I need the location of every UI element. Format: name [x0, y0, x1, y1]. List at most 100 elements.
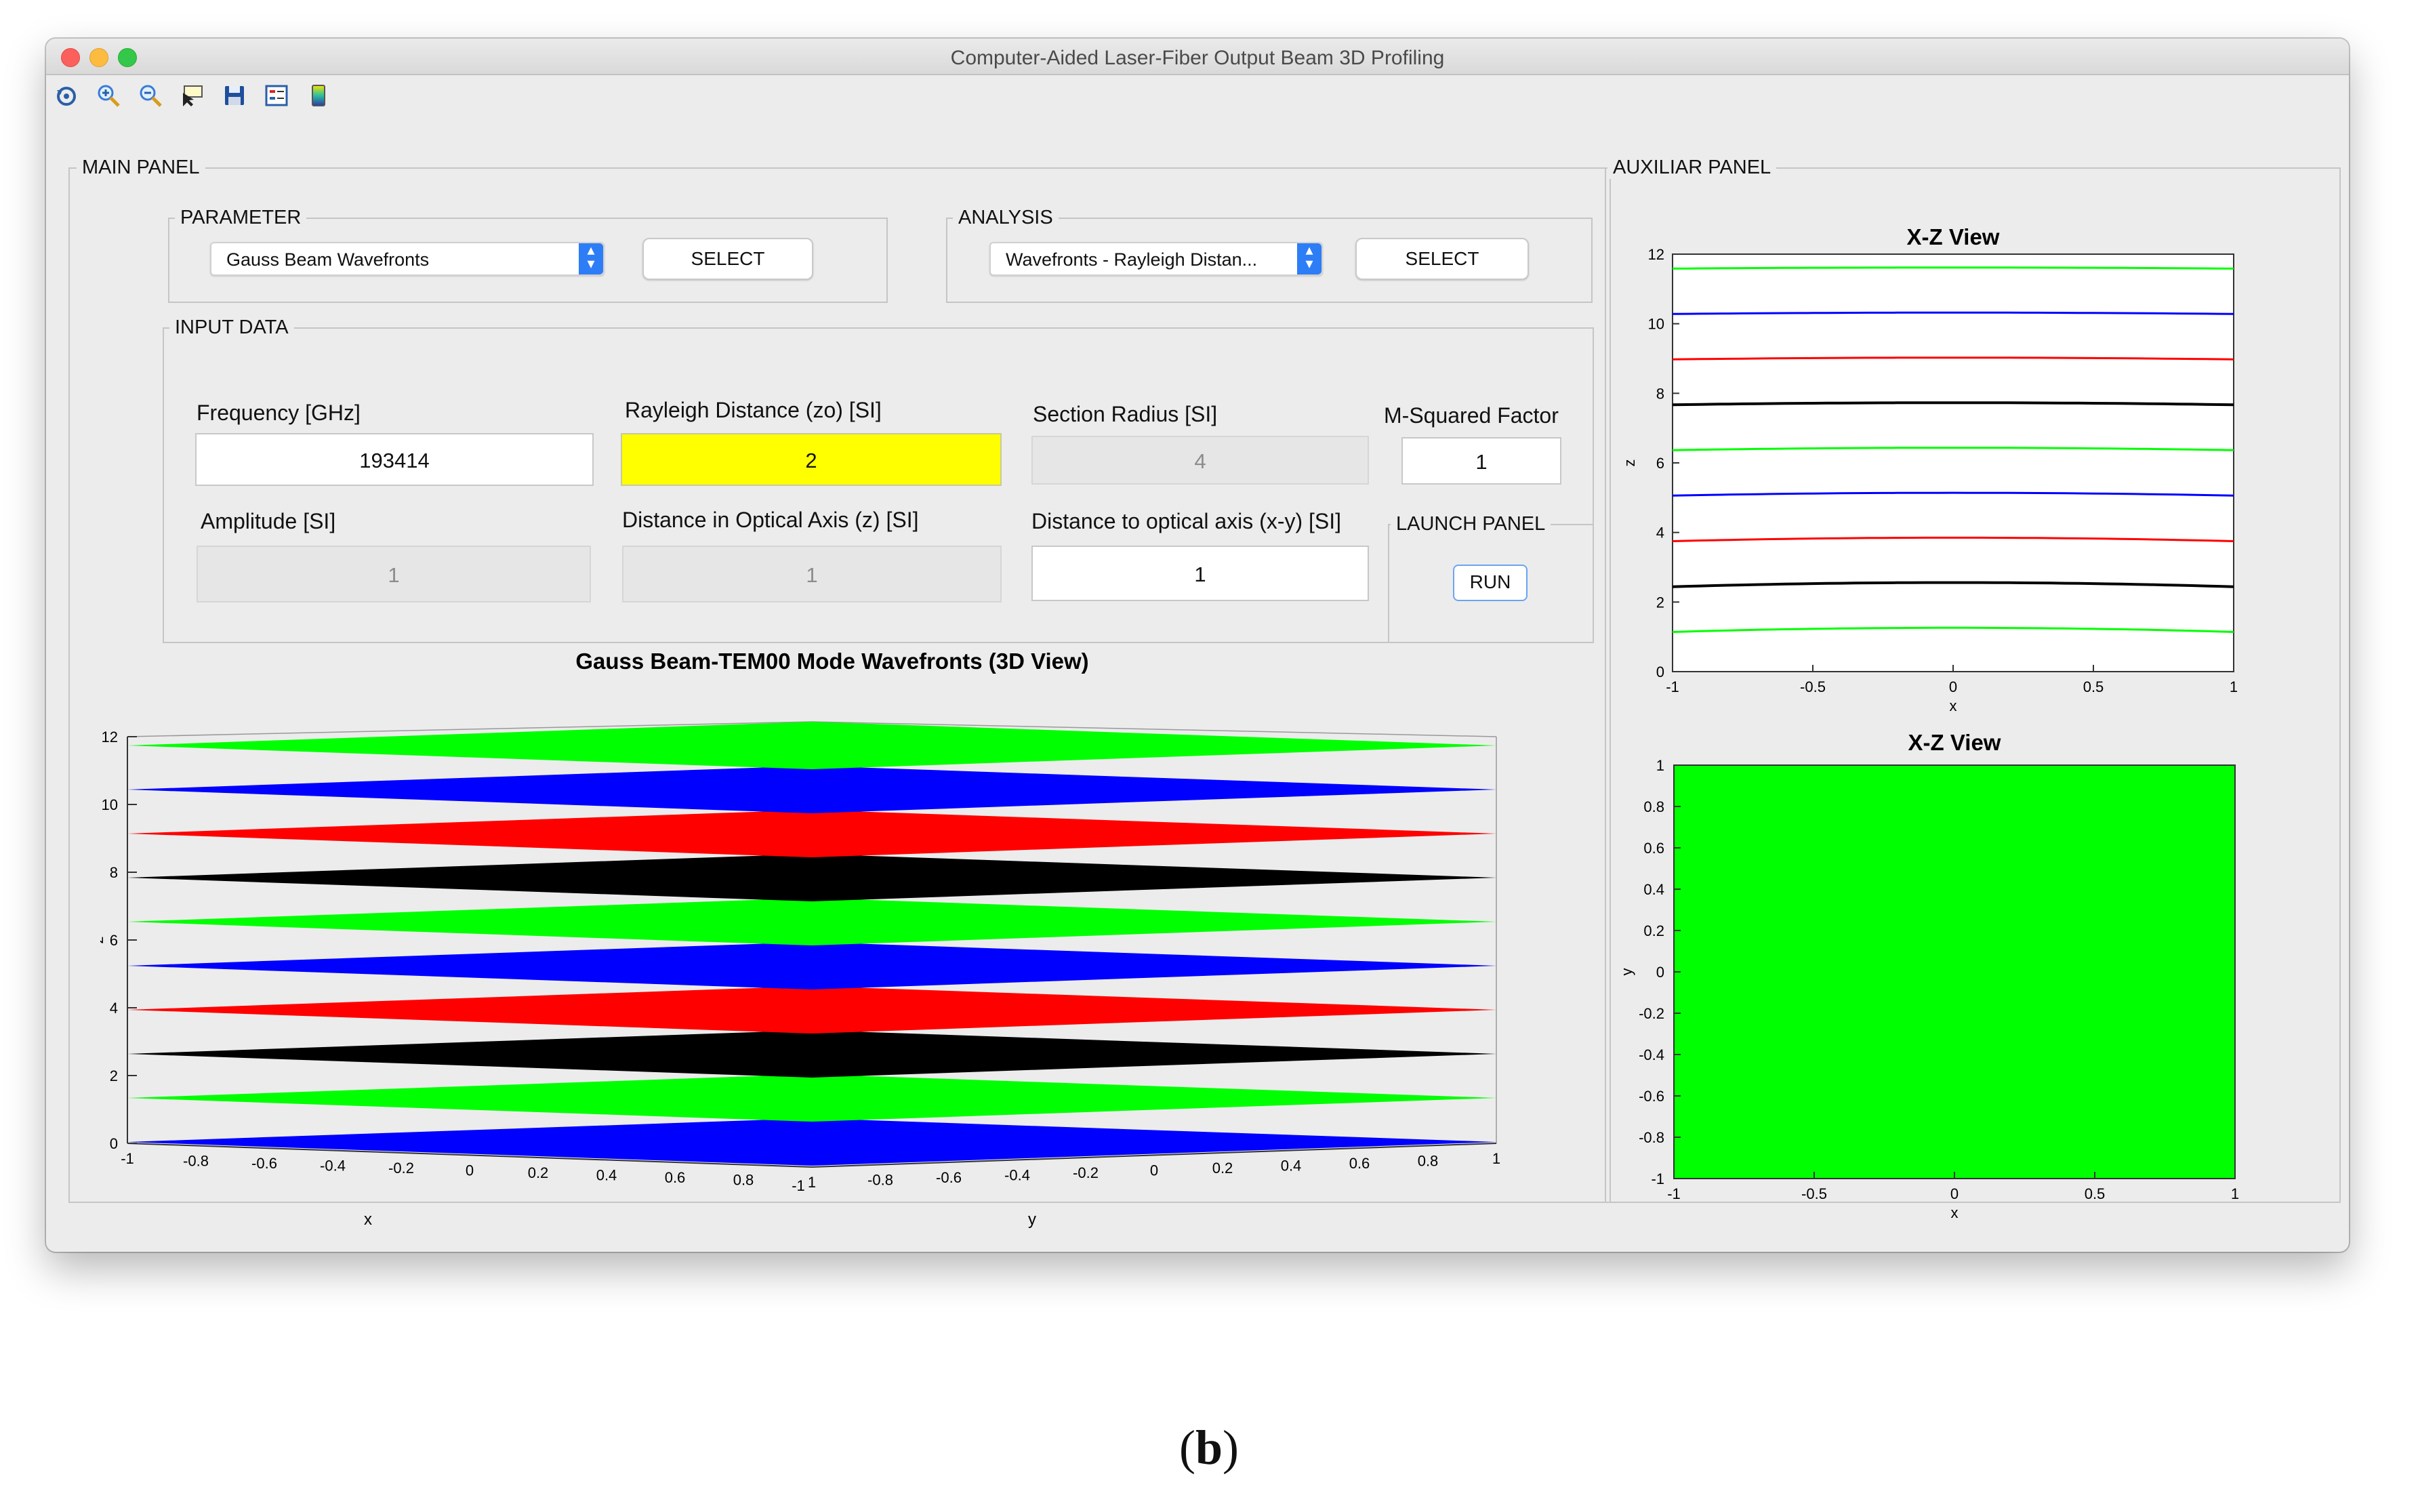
- analysis-dropdown[interactable]: Wavefronts - Rayleigh Distan... ▴ ▾: [989, 242, 1323, 276]
- wavefront-surface-1: [127, 1074, 1496, 1122]
- y-tick-label-6: 0.2: [1212, 1160, 1233, 1177]
- parameter-selected: Gauss Beam Wavefronts: [226, 249, 430, 270]
- legend-icon[interactable]: [264, 83, 289, 108]
- xy-y-tick-label-2: 0.6: [1643, 840, 1664, 857]
- colorbar-icon[interactable]: [306, 83, 331, 108]
- xz-y-tick-label-2: 4: [1656, 525, 1664, 542]
- xz-view-map-chart[interactable]: X-Z View 1 0.8 0.6 0.4 0.2 0 -0.2 -0.4 -0.6 -0.8 -1…: [1618, 689, 2337, 1231]
- xy-x-tick-label-1: -0.5: [1801, 1185, 1827, 1202]
- xy-y-tick-label-1: 0.8: [1643, 798, 1664, 815]
- wavefront-surface-0: [127, 1118, 1496, 1166]
- wavefront-surface-6: [127, 854, 1496, 901]
- xz-y-axis-label: z: [1621, 459, 1638, 467]
- xy-y-tick-label-7: -0.4: [1639, 1046, 1664, 1063]
- xz-series-line-1: [1672, 581, 2234, 588]
- zoom-out-icon[interactable]: [138, 83, 163, 108]
- analysis-select-button[interactable]: SELECT: [1355, 238, 1529, 280]
- m-squared-field[interactable]: 1: [1401, 437, 1561, 485]
- distance-z-label: Distance in Optical Axis (z) [SI]: [622, 508, 919, 532]
- y-tick-label-2: -0.6: [936, 1169, 962, 1186]
- xz-series-line-0: [1672, 626, 2234, 633]
- minimize-button[interactable]: [89, 48, 108, 67]
- z-tick-label-0: 0: [110, 1135, 118, 1152]
- x-axis-label: x: [364, 1210, 372, 1229]
- close-button[interactable]: [61, 48, 80, 67]
- distance-xy-field[interactable]: 1: [1031, 546, 1369, 601]
- xz-line-plot-area: [1672, 253, 2234, 672]
- xz-series-line-4: [1672, 447, 2234, 451]
- xz-y-tick-label-0: 0: [1656, 663, 1664, 680]
- x-tick-label-6: 0.2: [528, 1164, 549, 1181]
- frame-top-left-line: [127, 721, 813, 737]
- caption-letter: b: [1195, 1421, 1223, 1475]
- section-radius-label: Section Radius [SI]: [1033, 402, 1218, 426]
- auxiliar-panel: AUXILIAR PANEL: [1605, 157, 2341, 1203]
- wavefront-surface-7: [127, 810, 1496, 857]
- wavefront-surface-3: [127, 986, 1496, 1034]
- xy-x-tick-label-3: 0.5: [2085, 1185, 2106, 1202]
- rayleigh-distance-label: Rayleigh Distance (zo) [SI]: [625, 398, 882, 422]
- dropdown-arrows-icon: ▴ ▾: [1297, 243, 1321, 274]
- xz-x-tick-label-0: -1: [1666, 678, 1679, 695]
- chart-3d-title: Gauss Beam-TEM00 Mode Wavefronts (3D Vie…: [575, 649, 1088, 674]
- zoom-in-icon[interactable]: [96, 83, 121, 108]
- xz-x-tick-label-1: -0.5: [1800, 678, 1826, 695]
- distance-xy-label: Distance to optical axis (x-y) [SI]: [1031, 509, 1342, 533]
- xz-x-tick-label-3: 0.5: [2083, 678, 2104, 695]
- x-axis-line: [127, 1143, 813, 1168]
- xz-series-line-5: [1672, 401, 2234, 407]
- main-panel: MAIN PANEL: [68, 157, 1611, 1203]
- x-tick-label-8: 0.6: [665, 1169, 686, 1186]
- xy-y-axis-label: y: [1618, 968, 1635, 976]
- xy-y-tick-label-5: 0: [1656, 964, 1664, 981]
- frequency-field[interactable]: 193414: [195, 433, 594, 486]
- figure-toolbar: [46, 74, 2349, 115]
- xz-y-tick-label-6: 12: [1648, 246, 1664, 263]
- xy-x-axis-label: x: [1951, 1204, 1959, 1221]
- section-radius-field[interactable]: 4: [1031, 436, 1369, 485]
- distance-z-field[interactable]: 1: [622, 546, 1002, 602]
- y-tick-label-8: 0.6: [1349, 1155, 1370, 1172]
- parameter-label: PARAMETER: [175, 207, 307, 229]
- xz-x-axis-label: x: [1950, 697, 1957, 714]
- z-tick-label-4: 8: [110, 864, 118, 881]
- parameter-select-button[interactable]: SELECT: [642, 238, 813, 280]
- xz-x-tick-label-2: 0: [1949, 678, 1957, 695]
- amplitude-label: Amplitude [SI]: [201, 509, 336, 533]
- x-tick-label-9: 0.8: [733, 1172, 754, 1189]
- y-tick-label-0: -1: [792, 1177, 805, 1194]
- y-tick-label-10: 1: [1492, 1150, 1500, 1167]
- frame-top-right-line: [811, 721, 1497, 737]
- xz-series-line-8: [1672, 266, 2234, 270]
- xy-x-tick-label-4: 1: [2231, 1185, 2239, 1202]
- input-data-group: INPUT DATA: [163, 316, 1594, 643]
- restore-view-icon[interactable]: [54, 83, 79, 108]
- y-tick-label-9: 0.8: [1418, 1153, 1439, 1170]
- wavefront-surface-9: [127, 722, 1496, 769]
- xy-y-tick-label-4: 0.2: [1643, 922, 1664, 939]
- y-axis-label: y: [1028, 1210, 1036, 1229]
- xy-y-tick-label-9: -0.8: [1639, 1129, 1664, 1146]
- window-title: Computer-Aided Laser-Fiber Output Beam 3…: [950, 47, 1445, 69]
- xz-series-line-2: [1672, 536, 2234, 542]
- save-icon[interactable]: [222, 83, 247, 108]
- parameter-dropdown[interactable]: Gauss Beam Wavefronts ▴ ▾: [210, 242, 604, 276]
- z-tick-label-3: 6: [110, 932, 118, 949]
- input-data-label: INPUT DATA: [169, 316, 294, 339]
- xz-series-line-7: [1672, 311, 2234, 315]
- xy-y-tick-label-10: -1: [1651, 1170, 1664, 1187]
- amplitude-field[interactable]: 1: [197, 546, 591, 602]
- data-cursor-icon[interactable]: [180, 83, 205, 108]
- xy-x-tick-label-0: -1: [1667, 1185, 1681, 1202]
- wavefronts-3d-chart[interactable]: Gauss Beam-TEM00 Mode Wavefronts (3D Vie…: [100, 642, 1659, 1252]
- y-tick-label-3: -0.4: [1004, 1167, 1030, 1184]
- zoom-button[interactable]: [118, 48, 137, 67]
- y-tick-label-7: 0.4: [1281, 1158, 1302, 1174]
- wavefront-surface-8: [127, 766, 1496, 813]
- x-tick-label-0: -1: [121, 1150, 134, 1167]
- rayleigh-distance-field[interactable]: 2: [621, 433, 1002, 486]
- xy-y-tick-label-0: 1: [1656, 757, 1664, 774]
- xz-view-line-chart[interactable]: X-Z View 0 2 4 6 8 10 12 -1 -0.5 0 0.5 1 x z: [1618, 181, 2337, 723]
- run-button[interactable]: RUN: [1453, 565, 1528, 601]
- xz-y-tick-label-1: 2: [1656, 594, 1664, 611]
